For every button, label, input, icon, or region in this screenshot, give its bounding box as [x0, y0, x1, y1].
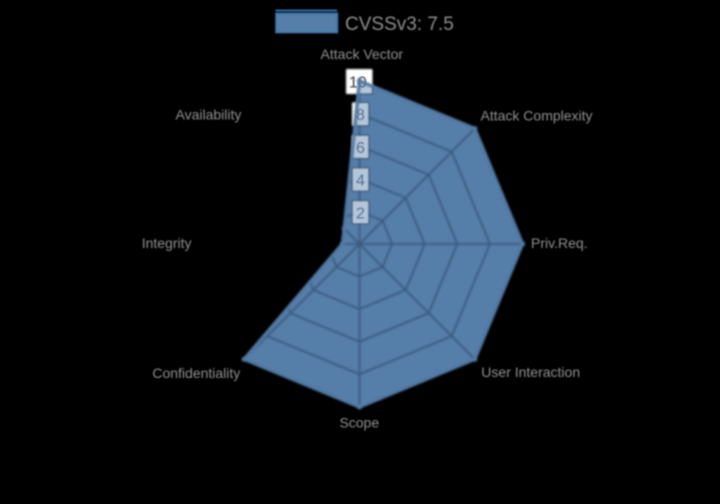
svg-text:User Interaction: User Interaction — [481, 364, 580, 380]
svg-text:CVSSv3: 7.5: CVSSv3: 7.5 — [345, 14, 454, 35]
svg-text:6: 6 — [356, 140, 365, 157]
svg-text:Scope: Scope — [339, 415, 379, 431]
svg-text:Integrity: Integrity — [142, 235, 192, 251]
svg-text:4: 4 — [356, 173, 365, 190]
svg-text:Confidentiality: Confidentiality — [152, 365, 240, 381]
svg-text:Priv.Req.: Priv.Req. — [531, 235, 588, 251]
svg-text:8: 8 — [356, 107, 365, 124]
svg-text:Attack Vector: Attack Vector — [321, 46, 404, 62]
svg-text:Attack Complexity: Attack Complexity — [481, 108, 593, 124]
svg-text:Availability: Availability — [176, 107, 242, 123]
svg-text:2: 2 — [356, 205, 365, 222]
